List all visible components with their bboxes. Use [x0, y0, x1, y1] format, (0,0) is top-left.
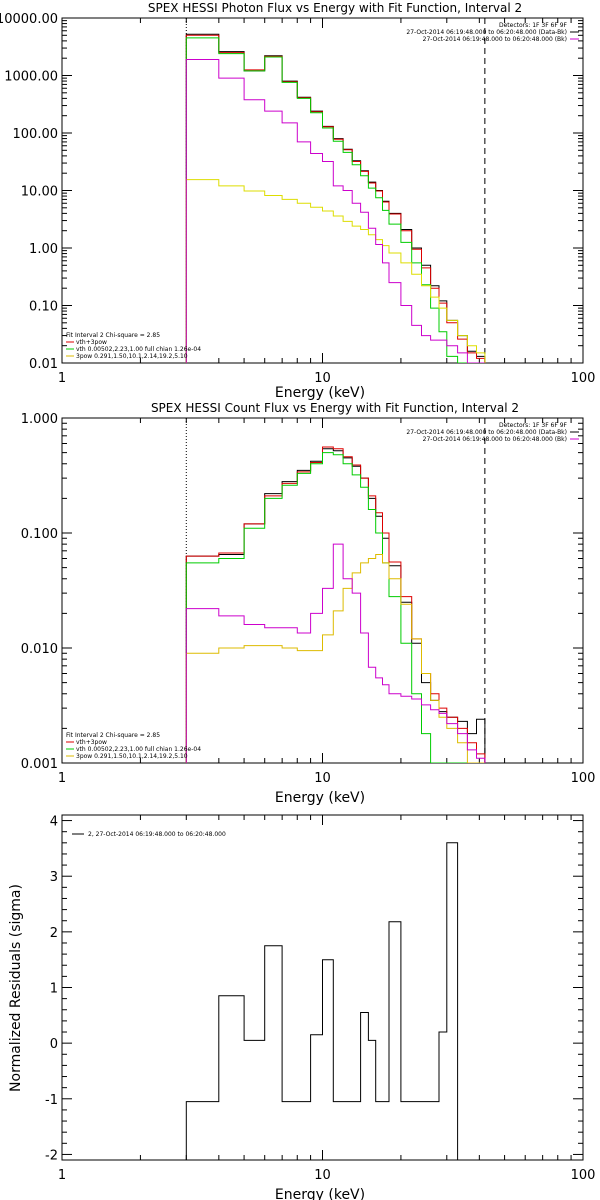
legend-entry: 27-Oct-2014 06:19:48.000 to 06:20:48.000…	[423, 36, 567, 43]
y-tick-label: 1	[50, 982, 58, 997]
series-line-3	[185, 554, 485, 763]
x-tick-label: 100	[571, 771, 596, 786]
legend-entry: Detectors: 1F 3F 6F 9F	[499, 22, 568, 29]
legend-entry: Detectors: 1F 3F 6F 9F	[499, 422, 568, 429]
series-line-4	[185, 59, 485, 363]
y-tick-label: 100.00	[13, 127, 59, 142]
legend-entry: 27-Oct-2014 06:19:48.000 to 06:20:48.000…	[423, 436, 567, 443]
y-tick-label: -1	[45, 1093, 58, 1108]
y-tick-label: 0.010	[21, 642, 58, 657]
legend-entry: 27-Oct-2014 06:19:48.000 to 06:20:48.000…	[406, 429, 567, 436]
y-tick-label: 0.100	[21, 527, 58, 542]
legend-entry: Fit Interval 2 Chi-square = 2.85	[66, 732, 160, 739]
y-axis-label: Normalized Residuals (sigma)	[8, 884, 24, 1092]
series-line-3	[185, 179, 486, 363]
y-tick-label: 10000.00	[0, 12, 58, 27]
y-tick-label: 0	[50, 1037, 58, 1052]
x-tick-label: 10	[314, 771, 331, 786]
x-tick-label: 100	[571, 1168, 596, 1183]
legend-entry: Fit Interval 2 Chi-square = 2.85	[66, 332, 160, 339]
series-line-2	[185, 452, 485, 763]
legend-entry: 2, 27-Oct-2014 06:19:48.000 to 06:20:48.…	[88, 831, 226, 838]
legend-entry: vth+3pow	[76, 339, 107, 346]
series-line-0	[185, 33, 486, 363]
y-tick-label: 1.000	[21, 412, 58, 427]
count-flux-panel: SPEX HESSI Count Flux vs Energy with Fit…	[21, 401, 596, 806]
y-tick-label: 0.10	[29, 300, 58, 315]
y-tick-label: -2	[45, 1148, 58, 1163]
legend-entry: vth 0.00502,2.23,1.00 full chian 1.26e-0…	[76, 746, 201, 753]
legend-entry: 3pow 0.291,1.50,10.1,2.14,19.2,5.10	[76, 753, 188, 760]
count-flux-title: SPEX HESSI Count Flux vs Energy with Fit…	[151, 401, 519, 415]
x-tick-label: 10	[314, 1168, 331, 1183]
x-tick-label: 1	[58, 371, 66, 386]
series-line-4	[185, 543, 486, 763]
y-tick-label: 1000.00	[4, 70, 58, 85]
y-tick-label: 3	[50, 870, 58, 885]
x-axis-label: Energy (keV)	[275, 1187, 365, 1200]
x-tick-label: 1	[58, 1168, 66, 1183]
series-line-1	[185, 34, 486, 363]
x-tick-label: 1	[58, 771, 66, 786]
legend-entry: 3pow 0.291,1.50,10.1,2.14,19.2,5.10	[76, 353, 188, 360]
y-tick-label: 0.001	[21, 757, 58, 772]
photon-flux-title: SPEX HESSI Photon Flux vs Energy with Fi…	[148, 1, 522, 15]
photon-flux-panel: SPEX HESSI Photon Flux vs Energy with Fi…	[0, 1, 595, 401]
x-axis-label: Energy (keV)	[275, 385, 365, 401]
residuals-panel: Energy (keV) Normalized Residuals (sigma…	[8, 814, 596, 1200]
series-line-0	[185, 448, 486, 763]
series-line-1	[185, 446, 486, 763]
series-line-0	[185, 842, 459, 1160]
x-tick-label: 100	[571, 371, 596, 386]
y-tick-label: 0.01	[29, 357, 58, 372]
y-tick-label: 4	[50, 815, 58, 830]
series-line-2	[185, 37, 485, 363]
legend-entry: vth 0.00502,2.23,1.00 full chian 1.26e-0…	[76, 346, 201, 353]
x-tick-label: 10	[314, 371, 331, 386]
y-tick-label: 1.00	[29, 242, 58, 257]
y-tick-label: 10.00	[21, 185, 58, 200]
y-tick-label: 2	[50, 926, 58, 941]
plot-frame	[61, 17, 584, 364]
legend-entry: vth+3pow	[76, 739, 107, 746]
legend-entry: 27-Oct-2014 06:19:48.000 to 06:20:48.000…	[406, 29, 567, 36]
x-axis-label: Energy (keV)	[275, 790, 365, 806]
